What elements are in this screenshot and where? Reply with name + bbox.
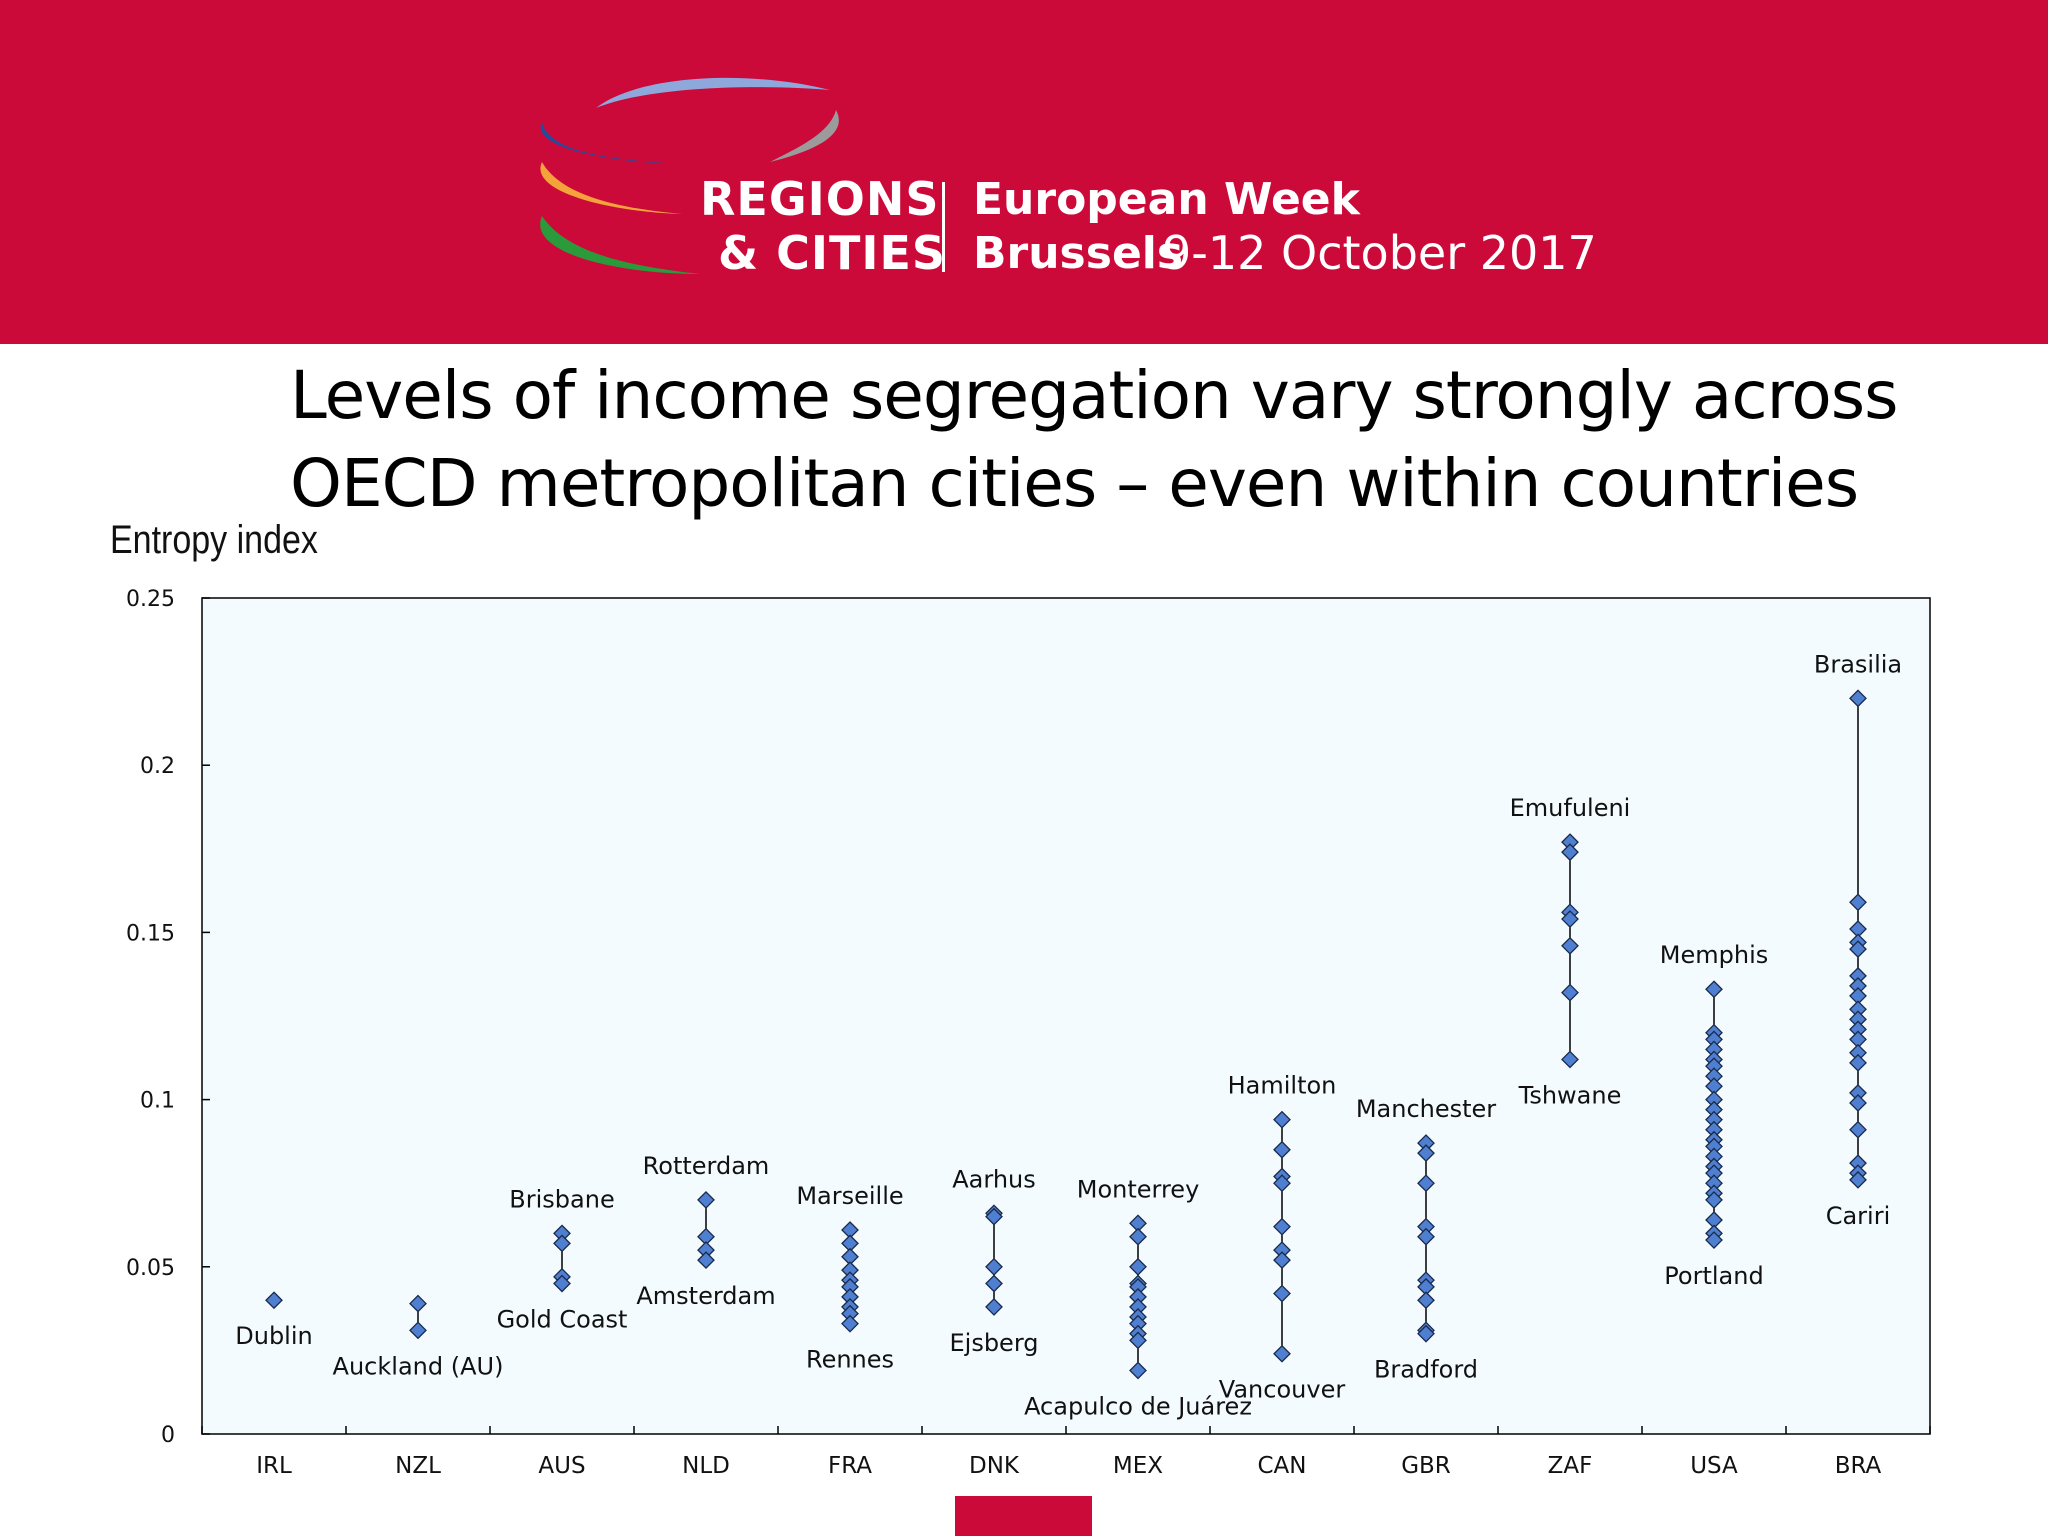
x-tick-label: BRA (1835, 1453, 1882, 1479)
x-tick-label: CAN (1258, 1453, 1307, 1479)
city-label: Aarhus (952, 1165, 1036, 1193)
data-point (409, 1321, 427, 1340)
data-point (553, 1234, 571, 1253)
y-tick-label: 0.25 (126, 587, 175, 612)
data-point (1849, 1053, 1867, 1072)
logo-regions-text: REGIONS (700, 172, 940, 226)
city-label: Memphis (1660, 941, 1768, 969)
x-tick-label: IRL (256, 1453, 292, 1479)
data-point (1561, 843, 1579, 862)
data-point (1705, 1191, 1723, 1209)
x-tick-label: FRA (828, 1453, 872, 1479)
data-point (1417, 1174, 1435, 1193)
city-label: Cariri (1826, 1202, 1891, 1230)
city-label: Ejsberg (949, 1329, 1038, 1357)
data-point (985, 1207, 1003, 1226)
data-point (1129, 1227, 1147, 1246)
y-tick-label: 0 (161, 1423, 175, 1448)
data-point (553, 1274, 571, 1293)
data-point (1273, 1174, 1291, 1193)
city-label: Manchester (1356, 1095, 1496, 1123)
city-label: Hamilton (1228, 1072, 1337, 1100)
data-point (1561, 936, 1579, 955)
data-point (409, 1294, 427, 1313)
y-tick-label: 0.15 (126, 921, 175, 946)
city-label: Emufuleni (1510, 794, 1631, 822)
city-label: Auckland (AU) (333, 1352, 504, 1380)
data-point (1273, 1284, 1291, 1303)
data-point (1273, 1140, 1291, 1159)
data-point (985, 1274, 1003, 1293)
data-point (841, 1314, 859, 1333)
data-point (1273, 1217, 1291, 1236)
city-label: Dublin (235, 1322, 312, 1350)
x-tick-label: ZAF (1548, 1453, 1593, 1479)
x-tick-label: AUS (538, 1453, 585, 1479)
swirl-logo-icon (540, 77, 839, 274)
city-label: Marseille (796, 1182, 903, 1210)
city-label: Rennes (806, 1346, 894, 1374)
logo-event-text: European Week (973, 174, 1360, 225)
x-tick-label: GBR (1401, 1453, 1451, 1479)
data-point (1849, 1120, 1867, 1139)
y-tick-label: 0.1 (140, 1089, 175, 1114)
logo-city-text: Brussels (973, 228, 1184, 279)
header-banner: REGIONS & CITIES European Week Brussels … (0, 0, 2048, 344)
title-line-2: OECD metropolitan cities – even within c… (290, 445, 1859, 522)
city-label: Portland (1664, 1262, 1763, 1290)
data-point (1417, 1324, 1435, 1343)
city-label: Rotterdam (643, 1152, 770, 1180)
x-tick-label: DNK (969, 1453, 1020, 1479)
data-point (1561, 983, 1579, 1002)
city-label: Brasilia (1814, 650, 1902, 678)
data-point (1129, 1361, 1147, 1380)
x-tick-label: MEX (1113, 1453, 1163, 1479)
logo-cities-text: & CITIES (718, 226, 947, 280)
x-tick-label: NZL (395, 1453, 441, 1479)
data-point (1849, 1094, 1867, 1112)
city-label: Gold Coast (497, 1306, 628, 1334)
data-point (265, 1291, 283, 1310)
data-point (1849, 940, 1867, 959)
data-point (1849, 1170, 1867, 1189)
data-point (1417, 1227, 1435, 1246)
logo-divider (942, 182, 945, 272)
data-point (1129, 1331, 1147, 1350)
data-point (1849, 689, 1867, 708)
city-label: Acapulco de Juárez (1024, 1392, 1252, 1420)
plot-area (201, 597, 1931, 1435)
data-point (697, 1251, 715, 1270)
data-point (1561, 1050, 1579, 1069)
x-tick-label: USA (1690, 1453, 1738, 1479)
data-point (1273, 1251, 1291, 1270)
data-point (985, 1298, 1003, 1316)
data-point (1705, 1231, 1723, 1249)
city-label: Brisbane (509, 1185, 614, 1213)
data-point (1417, 1144, 1435, 1163)
city-label: Tshwane (1518, 1081, 1622, 1109)
y-tick-label: 0.2 (140, 754, 175, 779)
data-point (1561, 910, 1579, 928)
city-label: Monterrey (1077, 1175, 1200, 1203)
y-tick-label: 0.05 (126, 1256, 175, 1281)
title-line-1: Levels of income segregation vary strong… (290, 357, 1898, 434)
city-label: Vancouver (1219, 1376, 1346, 1404)
city-label: Bradford (1374, 1356, 1478, 1384)
data-point (1417, 1291, 1435, 1310)
data-point (697, 1191, 715, 1209)
city-label: Amsterdam (636, 1282, 775, 1310)
data-point (1273, 1110, 1291, 1129)
data-point (1705, 980, 1723, 999)
data-point (1273, 1344, 1291, 1363)
logo-dates-text: 9-12 October 2017 (1162, 226, 1597, 280)
data-point (1849, 893, 1867, 912)
page-title: Levels of income segregation vary strong… (290, 352, 1898, 528)
bottom-accent-tab (955, 1496, 1092, 1536)
chart-ylabel: Entropy index (110, 518, 318, 562)
x-tick-label: NLD (682, 1453, 730, 1479)
